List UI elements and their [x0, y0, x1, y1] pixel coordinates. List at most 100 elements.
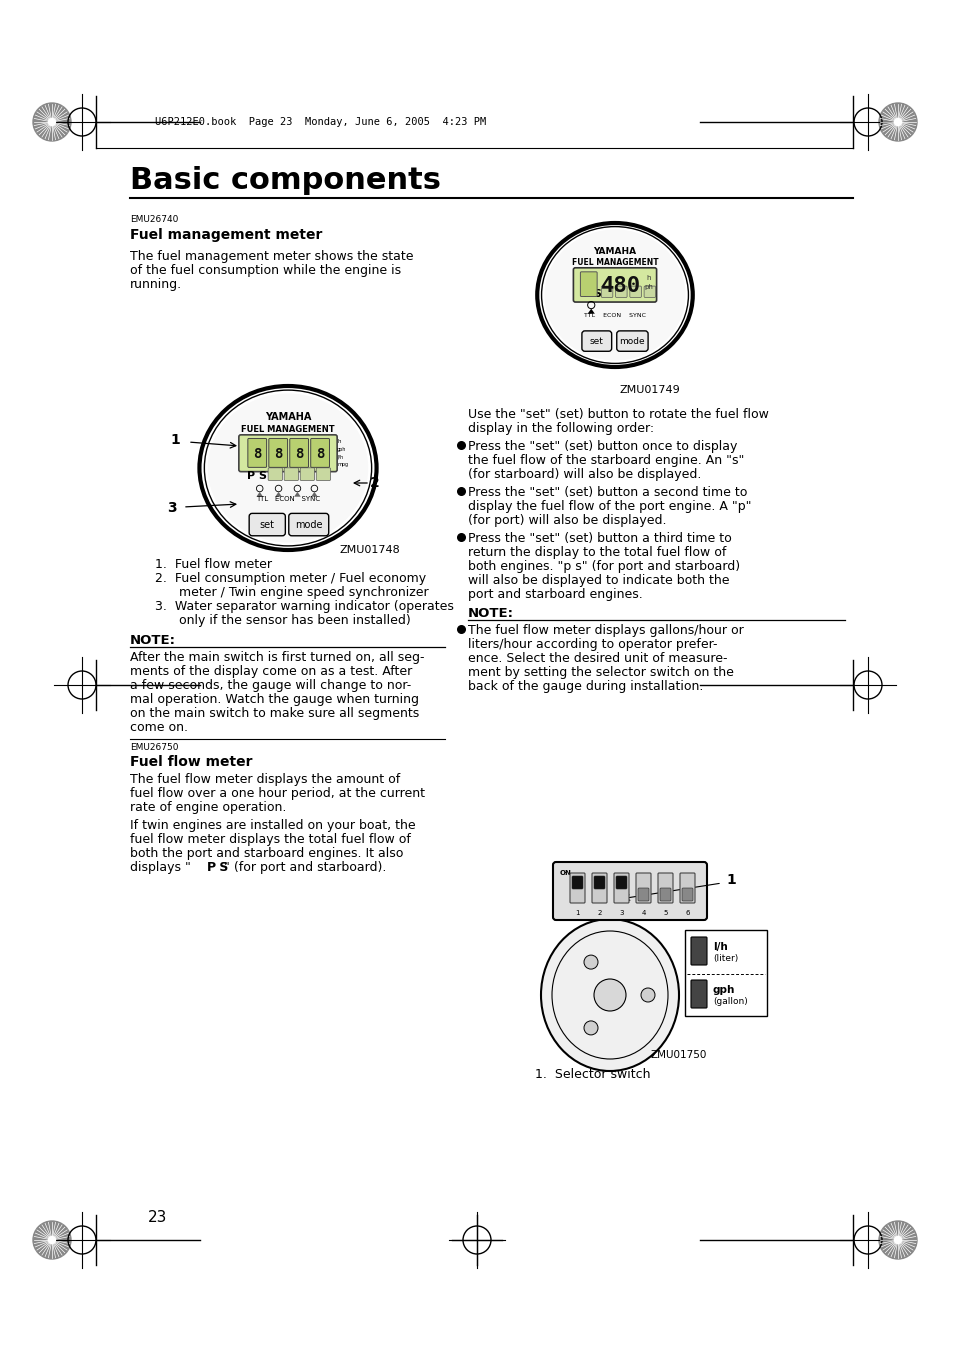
Circle shape	[894, 1236, 901, 1243]
Circle shape	[878, 1221, 916, 1259]
Text: (for starboard) will also be displayed.: (for starboard) will also be displayed.	[468, 467, 700, 481]
Text: 2: 2	[370, 476, 379, 490]
Text: l/h: l/h	[712, 942, 727, 952]
Text: 8: 8	[315, 447, 324, 461]
Text: will also be displayed to indicate both the: will also be displayed to indicate both …	[468, 574, 729, 586]
Polygon shape	[587, 308, 595, 313]
Text: h: h	[646, 276, 650, 281]
Text: 1: 1	[170, 434, 180, 447]
Ellipse shape	[209, 394, 367, 542]
FancyBboxPatch shape	[684, 929, 766, 1016]
Text: 1: 1	[725, 873, 735, 888]
Text: TTL   ECON   SYNC: TTL ECON SYNC	[255, 496, 319, 503]
Text: mpg: mpg	[336, 462, 348, 467]
Text: display in the following order:: display in the following order:	[468, 422, 654, 435]
Text: 3.  Water separator warning indicator (operates: 3. Water separator warning indicator (op…	[154, 600, 454, 613]
Text: port and starboard engines.: port and starboard engines.	[468, 588, 642, 601]
FancyBboxPatch shape	[290, 439, 308, 467]
Text: P S: P S	[247, 471, 267, 481]
FancyBboxPatch shape	[615, 286, 626, 297]
Text: l/h: l/h	[336, 455, 343, 459]
Text: 8: 8	[294, 447, 303, 461]
Polygon shape	[256, 492, 263, 497]
FancyBboxPatch shape	[659, 888, 670, 901]
FancyBboxPatch shape	[638, 888, 648, 901]
Text: YAMAHA: YAMAHA	[593, 247, 636, 257]
Text: of the fuel consumption while the engine is: of the fuel consumption while the engine…	[130, 263, 400, 277]
FancyBboxPatch shape	[315, 467, 330, 481]
Text: ON: ON	[559, 870, 571, 875]
Text: fuel flow over a one hour period, at the current: fuel flow over a one hour period, at the…	[130, 788, 424, 800]
Text: After the main switch is first turned on, all seg-: After the main switch is first turned on…	[130, 651, 424, 663]
FancyBboxPatch shape	[300, 467, 314, 481]
Text: mal operation. Watch the gauge when turning: mal operation. Watch the gauge when turn…	[130, 693, 418, 707]
Text: NOTE:: NOTE:	[130, 634, 175, 647]
FancyBboxPatch shape	[581, 331, 611, 351]
Text: liters/hour according to operator prefer-: liters/hour according to operator prefer…	[468, 638, 717, 651]
FancyBboxPatch shape	[311, 439, 329, 467]
Text: on the main switch to make sure all segments: on the main switch to make sure all segm…	[130, 707, 418, 720]
Circle shape	[640, 988, 655, 1002]
Circle shape	[33, 103, 71, 141]
Circle shape	[594, 979, 625, 1011]
Text: 8: 8	[274, 447, 282, 461]
FancyBboxPatch shape	[614, 873, 628, 902]
FancyBboxPatch shape	[553, 862, 706, 920]
FancyBboxPatch shape	[573, 267, 656, 303]
Text: FUEL MANAGEMENT: FUEL MANAGEMENT	[571, 258, 658, 267]
FancyBboxPatch shape	[269, 439, 287, 467]
Circle shape	[894, 119, 901, 126]
Circle shape	[33, 1221, 71, 1259]
Text: 3: 3	[618, 911, 623, 916]
Text: meter / Twin engine speed synchronizer: meter / Twin engine speed synchronizer	[154, 586, 428, 598]
Text: Press the "set" (set) button a third time to: Press the "set" (set) button a third tim…	[468, 532, 731, 544]
Text: both the port and starboard engines. It also: both the port and starboard engines. It …	[130, 847, 403, 861]
FancyBboxPatch shape	[658, 873, 672, 902]
Text: h: h	[336, 439, 340, 444]
Text: come on.: come on.	[130, 721, 188, 734]
Text: gph: gph	[336, 447, 346, 453]
Text: Fuel management meter: Fuel management meter	[130, 228, 322, 242]
Ellipse shape	[540, 919, 679, 1071]
Text: " (for port and starboard).: " (for port and starboard).	[224, 861, 386, 874]
FancyBboxPatch shape	[616, 875, 626, 889]
Text: 23: 23	[148, 1210, 167, 1225]
Text: Press the "set" (set) button a second time to: Press the "set" (set) button a second ti…	[468, 486, 746, 499]
Text: 2: 2	[597, 911, 601, 916]
Text: back of the gauge during installation.: back of the gauge during installation.	[468, 680, 702, 693]
Text: The fuel flow meter displays gallons/hour or: The fuel flow meter displays gallons/hou…	[468, 624, 743, 638]
FancyBboxPatch shape	[681, 888, 692, 901]
FancyBboxPatch shape	[238, 435, 336, 471]
Text: 6: 6	[684, 911, 689, 916]
Text: ZMU01748: ZMU01748	[339, 544, 399, 555]
Text: NOTE:: NOTE:	[468, 607, 514, 620]
Text: S: S	[214, 861, 228, 874]
Text: P: P	[207, 861, 216, 874]
Circle shape	[583, 955, 598, 969]
Polygon shape	[294, 492, 300, 497]
Text: ence. Select the desired unit of measure-: ence. Select the desired unit of measure…	[468, 653, 727, 665]
FancyBboxPatch shape	[643, 286, 655, 297]
Text: 1: 1	[575, 911, 579, 916]
Text: ph: ph	[643, 284, 653, 290]
Text: ments of the display come on as a test. After: ments of the display come on as a test. …	[130, 665, 412, 678]
Text: a few seconds, the gauge will change to nor-: a few seconds, the gauge will change to …	[130, 680, 411, 692]
FancyBboxPatch shape	[679, 873, 695, 902]
Text: ment by setting the selector switch on the: ment by setting the selector switch on t…	[468, 666, 733, 680]
Text: P S: P S	[582, 289, 601, 299]
Text: gph: gph	[712, 985, 735, 994]
Text: Basic components: Basic components	[130, 166, 440, 195]
Text: mode: mode	[618, 336, 644, 346]
Text: display the fuel flow of the port engine. A "p": display the fuel flow of the port engine…	[468, 500, 751, 513]
Text: ZMU01750: ZMU01750	[650, 1050, 706, 1061]
Text: (for port) will also be displayed.: (for port) will also be displayed.	[468, 513, 666, 527]
Text: return the display to the total fuel flow of: return the display to the total fuel flo…	[468, 546, 725, 559]
Point	[453, 526, 468, 547]
Ellipse shape	[544, 230, 684, 359]
Circle shape	[878, 103, 916, 141]
Text: running.: running.	[130, 278, 182, 290]
Text: Press the "set" (set) button once to display: Press the "set" (set) button once to dis…	[468, 440, 737, 453]
Text: set: set	[589, 336, 603, 346]
Text: TTL    ECON    SYNC: TTL ECON SYNC	[583, 312, 645, 317]
Point	[453, 480, 468, 501]
